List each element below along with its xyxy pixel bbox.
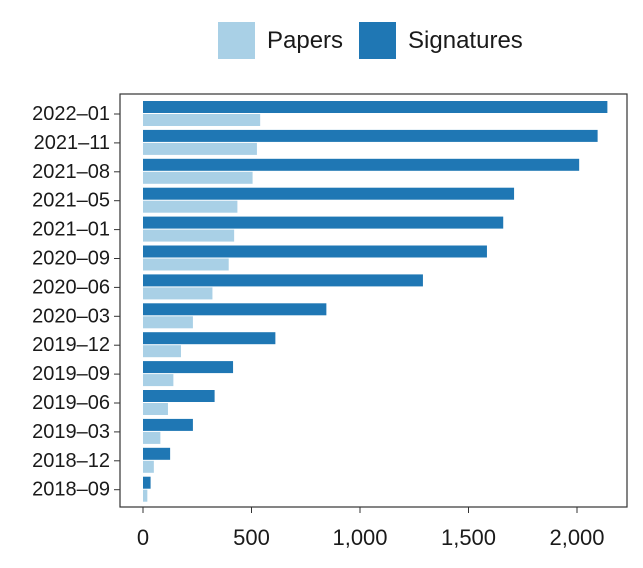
bar-papers: [143, 114, 261, 126]
x-tick-label: 0: [137, 525, 149, 550]
legend-label-signatures: Signatures: [408, 26, 523, 54]
bar-signatures: [143, 418, 193, 431]
bar-signatures: [143, 390, 215, 402]
bar-signatures: [143, 158, 580, 171]
bar-papers: [143, 431, 161, 444]
bar-signatures: [143, 101, 608, 113]
y-tick-label: 2020–09: [32, 248, 110, 270]
y-tick-label: 2021–01: [32, 219, 110, 241]
bar-papers: [143, 374, 174, 387]
y-tick-label: 2019–12: [32, 334, 110, 356]
legend-swatch-papers: [218, 22, 255, 59]
y-tick-label: 2018–12: [32, 450, 110, 472]
bar-signatures: [143, 129, 598, 142]
bar-papers: [143, 171, 253, 184]
y-tick-label: 2020–03: [32, 305, 110, 327]
y-tick-label: 2019–09: [32, 363, 110, 385]
bar-papers: [143, 229, 235, 242]
y-tick-label: 2019–03: [32, 421, 110, 443]
y-tick-label: 2020–06: [32, 276, 110, 298]
plot-frame: [119, 93, 628, 508]
bar-papers: [143, 345, 181, 358]
bar-signatures: [143, 216, 504, 229]
bar-papers: [143, 460, 154, 473]
bar-signatures: [143, 447, 171, 460]
bar-papers: [143, 258, 229, 271]
x-tick-label: 2,000: [549, 525, 604, 550]
bar-papers: [143, 142, 257, 155]
bar-signatures: [143, 303, 327, 316]
legend-item-papers: Papers: [218, 22, 343, 59]
chart-legend: Papers Signatures: [218, 22, 539, 59]
x-tick-label: 1,500: [441, 525, 496, 550]
bar-signatures: [143, 187, 515, 200]
y-tick-label: 2021–08: [32, 161, 110, 183]
bar-signatures: [143, 361, 234, 374]
legend-item-signatures: Signatures: [359, 22, 523, 59]
y-tick-label: 2021–05: [32, 190, 110, 212]
y-tick-label: 2018–09: [32, 479, 110, 501]
bar-signatures: [143, 332, 276, 345]
y-tick-label: 2021–11: [34, 132, 110, 154]
y-tick-label: 2019–06: [32, 392, 110, 414]
bar-papers: [143, 287, 213, 300]
legend-label-papers: Papers: [267, 26, 344, 54]
legend-swatch-signatures: [359, 22, 397, 59]
bar-papers: [143, 489, 148, 502]
bar-signatures: [143, 245, 487, 258]
y-tick-label: 2022–01: [32, 103, 110, 125]
bar-papers: [143, 316, 193, 329]
x-tick-label: 500: [233, 525, 270, 550]
bar-signatures: [143, 476, 151, 489]
bar-papers: [143, 403, 168, 415]
bar-papers: [143, 200, 238, 213]
bar-signatures: [143, 274, 423, 287]
x-tick-label: 1,000: [332, 525, 387, 550]
